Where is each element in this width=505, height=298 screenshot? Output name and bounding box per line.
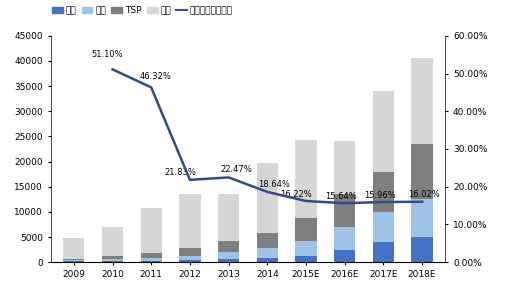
- Bar: [333, 250, 355, 262]
- Text: 51.10%: 51.10%: [91, 50, 122, 59]
- Text: 18.64%: 18.64%: [258, 180, 289, 189]
- Text: 16.22%: 16.22%: [280, 190, 312, 199]
- Bar: [295, 241, 316, 256]
- Bar: [372, 212, 393, 242]
- Bar: [333, 194, 355, 227]
- Bar: [372, 242, 393, 262]
- Bar: [218, 194, 239, 241]
- Text: 46.32%: 46.32%: [139, 72, 171, 80]
- Bar: [63, 259, 84, 260]
- Bar: [179, 248, 200, 256]
- Bar: [411, 199, 432, 237]
- Bar: [140, 208, 162, 253]
- Bar: [140, 258, 162, 261]
- Bar: [218, 259, 239, 262]
- Bar: [140, 261, 162, 262]
- Bar: [295, 256, 316, 262]
- Bar: [333, 142, 355, 194]
- Bar: [63, 238, 84, 259]
- Bar: [102, 260, 123, 261]
- Bar: [295, 218, 316, 241]
- Bar: [179, 256, 200, 260]
- Bar: [411, 144, 432, 199]
- Text: 15.96%: 15.96%: [363, 191, 394, 200]
- Text: 22.47%: 22.47%: [220, 165, 251, 174]
- Bar: [218, 241, 239, 252]
- Bar: [102, 261, 123, 262]
- Text: 15.64%: 15.64%: [324, 192, 356, 201]
- Bar: [295, 140, 316, 218]
- Bar: [411, 237, 432, 262]
- Bar: [63, 260, 84, 261]
- Bar: [140, 253, 162, 258]
- Text: 21.83%: 21.83%: [164, 168, 196, 177]
- Bar: [411, 58, 432, 144]
- Bar: [256, 248, 277, 258]
- Bar: [256, 163, 277, 233]
- Bar: [63, 261, 84, 262]
- Legend: 硬件, 电信, TSP, 服务, 行业规模同比增长: 硬件, 电信, TSP, 服务, 行业规模同比增长: [50, 4, 234, 17]
- Bar: [372, 91, 393, 172]
- Bar: [372, 172, 393, 212]
- Text: 16.02%: 16.02%: [408, 190, 439, 199]
- Bar: [256, 258, 277, 262]
- Bar: [102, 227, 123, 257]
- Bar: [218, 252, 239, 259]
- Bar: [179, 194, 200, 248]
- Bar: [333, 227, 355, 250]
- Bar: [102, 257, 123, 260]
- Bar: [179, 260, 200, 262]
- Bar: [256, 233, 277, 248]
